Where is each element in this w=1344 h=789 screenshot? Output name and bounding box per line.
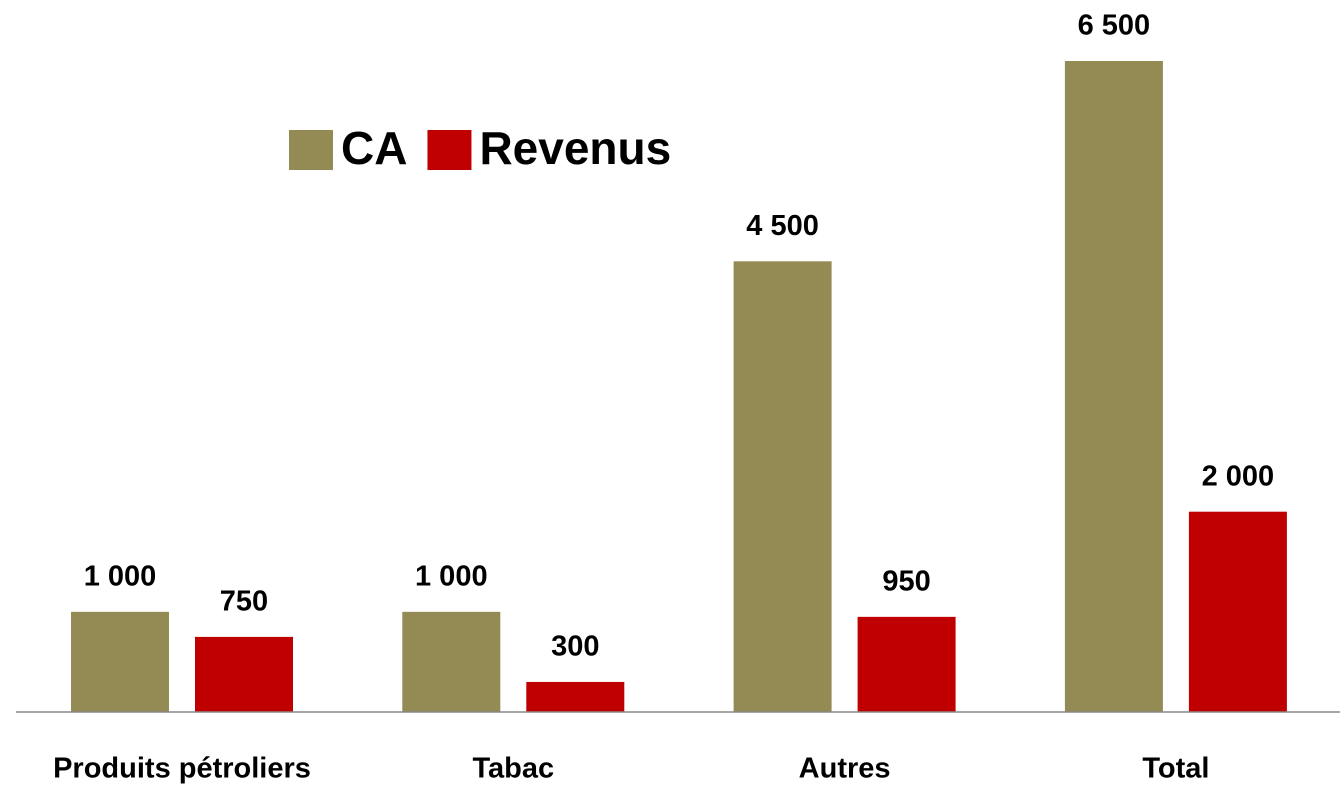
x-tick-label: Total bbox=[1142, 753, 1209, 785]
data-label: 750 bbox=[220, 586, 268, 618]
data-label: 1 000 bbox=[84, 561, 157, 593]
bar bbox=[857, 616, 956, 712]
bar bbox=[526, 681, 625, 712]
bar bbox=[71, 611, 169, 712]
bar bbox=[1188, 511, 1287, 712]
legend-label: CA bbox=[341, 122, 407, 174]
data-label: 950 bbox=[882, 566, 930, 598]
legend-swatch bbox=[427, 130, 472, 170]
legend-label: Revenus bbox=[479, 122, 671, 174]
bar bbox=[402, 611, 501, 712]
data-label: 2 000 bbox=[1202, 460, 1275, 492]
x-tick-label: Autres bbox=[799, 753, 891, 785]
bar bbox=[195, 636, 293, 712]
data-label: 1 000 bbox=[415, 561, 488, 593]
data-label: 300 bbox=[551, 631, 599, 663]
data-label: 4 500 bbox=[746, 210, 819, 242]
data-label: 6 500 bbox=[1078, 10, 1151, 42]
x-tick-label: Produits pétroliers bbox=[53, 753, 311, 785]
bar bbox=[1064, 61, 1163, 712]
legend-swatch bbox=[289, 130, 333, 170]
x-tick-label: Tabac bbox=[472, 753, 554, 785]
bar bbox=[733, 261, 832, 712]
